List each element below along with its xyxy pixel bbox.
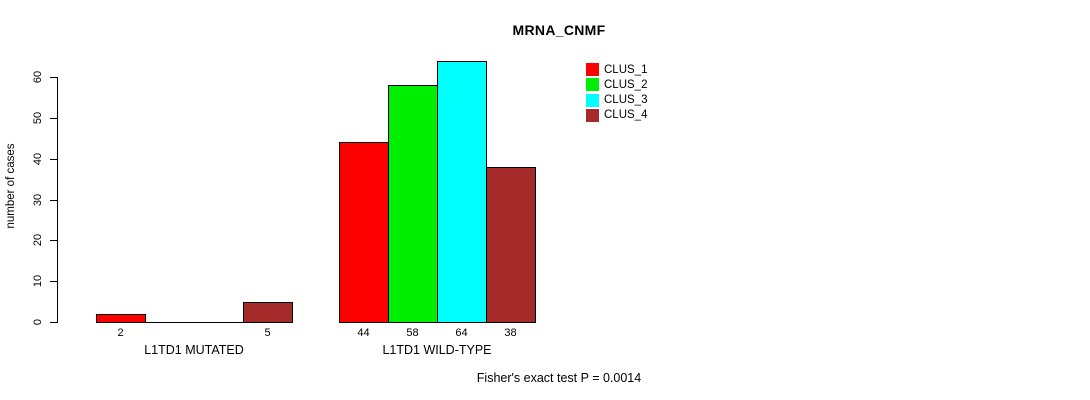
bar-clus_4 [486, 167, 536, 323]
bar-clus_4 [243, 302, 293, 323]
y-tick-mark [50, 200, 58, 201]
legend-swatch-clus_3 [586, 93, 599, 107]
y-tick-mark [50, 118, 58, 119]
y-tick-label: 0 [32, 318, 44, 326]
zero-bar-clus_3 [194, 322, 244, 323]
bar-value-label: 38 [504, 327, 517, 339]
bar-clus_1 [339, 142, 389, 323]
bar-value-label: 5 [264, 327, 271, 339]
y-tick-label: 50 [32, 111, 44, 125]
y-tick-label: 40 [32, 152, 44, 166]
bar-value-label: 44 [357, 327, 370, 339]
legend-swatch-clus_4 [586, 108, 599, 122]
zero-bar-clus_2 [145, 322, 195, 323]
y-tick-mark [50, 322, 58, 323]
bar-value-label: 58 [406, 327, 419, 339]
legend-row: CLUS_2 [586, 78, 648, 92]
bar-clus_1 [96, 314, 146, 323]
chart-title: MRNA_CNMF [512, 22, 606, 38]
bar-clus_3 [437, 61, 487, 323]
y-tick-mark [50, 240, 58, 241]
legend-label: CLUS_2 [604, 78, 648, 91]
legend-swatch-clus_2 [586, 78, 599, 92]
legend-row: CLUS_4 [586, 108, 648, 122]
legend-label: CLUS_4 [604, 109, 648, 122]
group-label: L1TD1 WILD-TYPE [382, 343, 492, 357]
bar-clus_2 [388, 85, 438, 323]
legend-swatch-clus_1 [586, 63, 599, 76]
legend: CLUS_1 CLUS_2 CLUS_3 CLUS_4 [586, 63, 647, 124]
bar-value-label: 64 [455, 327, 468, 339]
y-tick-mark [50, 281, 58, 282]
y-tick-label: 30 [32, 193, 44, 207]
y-axis-label: number of cases [5, 143, 17, 229]
legend-label: CLUS_3 [604, 94, 648, 107]
legend-label: CLUS_1 [604, 63, 648, 76]
annotation-text: Fisher's exact test P = 0.0014 [476, 371, 642, 385]
legend-row: CLUS_1 [586, 63, 647, 76]
y-tick-label: 60 [32, 70, 44, 84]
y-tick-label: 20 [32, 233, 44, 247]
y-tick-mark [50, 77, 58, 78]
y-tick-label: 10 [32, 274, 44, 288]
legend-row: CLUS_3 [586, 93, 648, 107]
group-label: L1TD1 MUTATED [144, 343, 244, 357]
y-tick-mark [50, 159, 58, 160]
bar-value-label: 2 [117, 327, 124, 339]
